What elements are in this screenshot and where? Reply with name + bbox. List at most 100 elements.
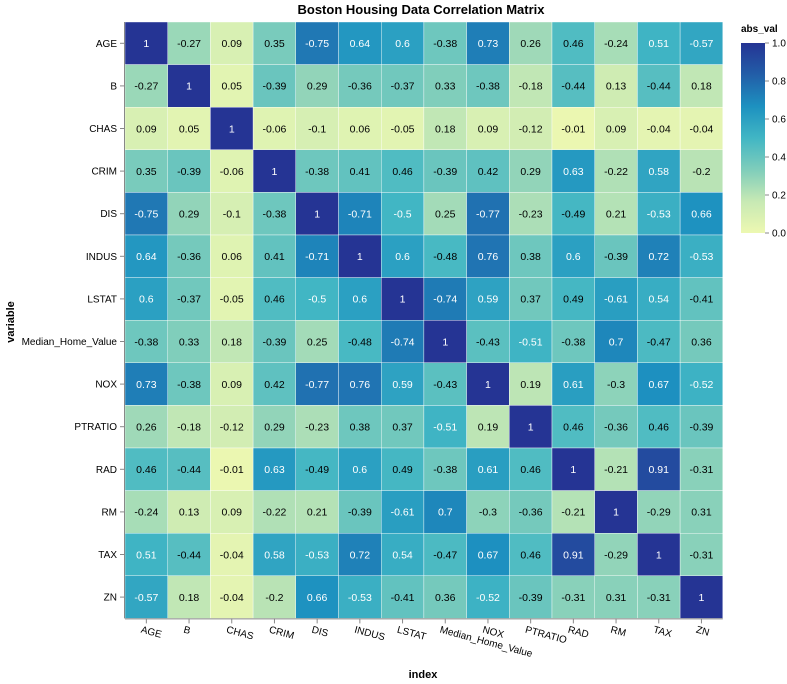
heatmap-cell xyxy=(167,362,211,406)
heatmap-cell xyxy=(295,490,339,534)
heatmap-cell xyxy=(509,575,553,619)
cell-value-label: 0.49 xyxy=(563,294,584,306)
cell-value-label: -0.41 xyxy=(689,294,713,306)
heatmap-cell xyxy=(509,490,553,534)
heatmap-cell xyxy=(295,277,339,321)
heatmap-cell xyxy=(124,575,168,619)
x-tick-label: RAD xyxy=(567,625,590,641)
cell-value-label: -0.49 xyxy=(561,209,585,221)
cell-value-label: 0.59 xyxy=(478,294,499,306)
cell-value-label: -0.53 xyxy=(689,251,713,263)
cell-value-label: -0.53 xyxy=(647,209,671,221)
cell-value-label: -0.44 xyxy=(561,81,585,93)
heatmap-cell xyxy=(423,362,467,406)
cell-value-label: -0.75 xyxy=(134,209,158,221)
x-tick-label: LSTAT xyxy=(396,625,427,643)
cell-value-label: 0.09 xyxy=(222,507,243,519)
cell-value-label: -0.51 xyxy=(519,336,543,348)
cell-value-label: -0.52 xyxy=(476,592,500,604)
heatmap-cell xyxy=(551,64,595,108)
cell-value-label: -0.36 xyxy=(348,81,372,93)
heatmap-cell xyxy=(167,490,211,534)
heatmap-cell xyxy=(679,575,723,619)
cell-value-label: 0.18 xyxy=(222,336,243,348)
cell-value-label: 0.29 xyxy=(179,209,200,221)
heatmap-cell xyxy=(466,575,510,619)
heatmap-cell xyxy=(594,21,638,65)
cell-value-label: 0.66 xyxy=(691,209,712,221)
heatmap-cell xyxy=(423,533,467,577)
heatmap-cell xyxy=(295,533,339,577)
cell-value-label: -0.04 xyxy=(689,123,713,135)
heatmap-cell xyxy=(295,192,339,236)
cell-value-label: -0.31 xyxy=(561,592,585,604)
heatmap-cell xyxy=(167,64,211,108)
heatmap-cell xyxy=(679,533,723,577)
cell-value-label: -0.44 xyxy=(177,464,201,476)
cell-value-label: 0.54 xyxy=(649,294,670,306)
cell-value-label: 0.09 xyxy=(222,379,243,391)
cell-value-label: 0.13 xyxy=(179,507,200,519)
cell-value-label: 0.18 xyxy=(179,592,200,604)
heatmap-cell xyxy=(124,277,168,321)
heatmap-cell xyxy=(338,64,382,108)
cell-value-label: -0.21 xyxy=(604,464,628,476)
cell-value-label: 0.46 xyxy=(264,294,285,306)
heatmap-cell xyxy=(338,192,382,236)
cell-value-label: 0.49 xyxy=(392,464,413,476)
heatmap-cell xyxy=(594,320,638,364)
cell-value-label: 0.6 xyxy=(395,38,410,50)
cell-value-label: -0.43 xyxy=(476,336,500,348)
cell-value-label: 0.6 xyxy=(353,294,368,306)
heatmap-cell xyxy=(252,575,297,619)
cell-value-label: 0.58 xyxy=(264,549,285,561)
heatmap-cell xyxy=(295,21,339,65)
heatmap-cell xyxy=(210,405,254,449)
heatmap-cell xyxy=(637,234,681,278)
heatmap-cell xyxy=(594,405,638,449)
cell-value-label: -0.24 xyxy=(604,38,628,50)
y-axis: AGE B CHAS CRIM DIS INDUS LSTAT Median_Home_Val… xyxy=(22,22,125,619)
heatmap-cell xyxy=(252,234,297,278)
heatmap-cell xyxy=(679,362,723,406)
heatmap-cell xyxy=(167,575,211,619)
cell-value-label: 0.18 xyxy=(691,81,712,93)
cell-value-label: 0.29 xyxy=(264,422,285,434)
heatmap-cell xyxy=(551,149,595,193)
heatmap-cell xyxy=(594,575,638,619)
cell-value-label: -0.39 xyxy=(262,336,286,348)
cell-value-label: 0.6 xyxy=(353,464,368,476)
cell-value-label: 0.18 xyxy=(435,123,456,135)
heatmap-cell xyxy=(167,21,211,65)
heatmap-cell xyxy=(509,362,553,406)
cell-value-label: 0.73 xyxy=(478,38,499,50)
cell-value-label: -0.3 xyxy=(607,379,625,391)
heatmap-cell xyxy=(551,533,595,577)
legend-gradient-bar xyxy=(741,43,765,233)
heatmap-cell xyxy=(210,447,254,491)
cell-value-label: -0.39 xyxy=(262,81,286,93)
cell-value-label: -0.71 xyxy=(305,251,329,263)
cell-value-label: 1 xyxy=(400,294,406,306)
cell-value-label: -0.44 xyxy=(647,81,671,93)
heatmap-cell xyxy=(381,64,425,108)
heatmap-cell-labels: 1 -0.27 0.09 0.35 -0.75 0.64 0.6 -0.38 0.73 0.26 0… xyxy=(134,38,713,604)
cell-value-label: -0.36 xyxy=(519,507,543,519)
heatmap-cell xyxy=(594,277,638,321)
cell-value-label: 0.46 xyxy=(563,422,584,434)
cell-value-label: -0.01 xyxy=(220,464,244,476)
cell-value-label: 0.42 xyxy=(478,166,499,178)
cell-value-label: 0.91 xyxy=(563,549,584,561)
heatmap-cells xyxy=(124,21,723,619)
cell-value-label: -0.53 xyxy=(348,592,372,604)
heatmap-cell xyxy=(295,64,339,108)
x-tick-label: TAX xyxy=(652,625,673,641)
heatmap-cell xyxy=(679,21,723,65)
heatmap-cell xyxy=(210,277,254,321)
heatmap-cell xyxy=(637,277,681,321)
cell-value-label: -0.18 xyxy=(177,422,201,434)
cell-value-label: -0.74 xyxy=(433,294,457,306)
y-tick-label: LSTAT xyxy=(87,294,117,305)
heatmap-cell xyxy=(210,362,254,406)
cell-value-label: 0.36 xyxy=(691,336,712,348)
